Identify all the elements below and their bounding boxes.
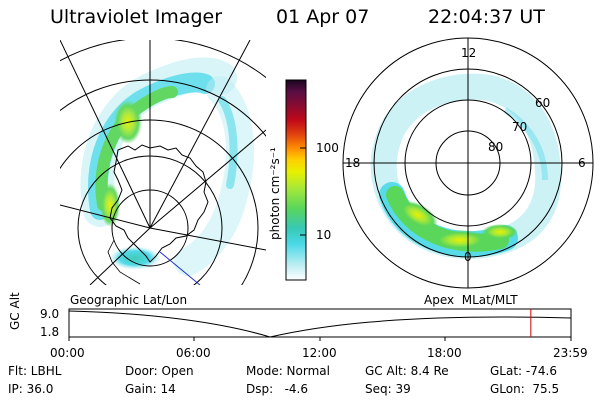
mlat-label-60: 60: [535, 96, 551, 110]
ip-info: IP: 36.0: [8, 382, 54, 396]
mlat-label-80: 80: [488, 140, 504, 154]
timeline-xtick-2: 12:00: [302, 346, 337, 360]
timeline-ytick-high: 9.0: [40, 307, 60, 321]
mlat-label-70: 70: [512, 120, 528, 134]
gain-info: Gain: 14: [125, 382, 176, 396]
colorbar-unit-label: photon cm⁻²s⁻¹: [268, 147, 282, 240]
continent-outline: [109, 144, 209, 263]
filter-info: Flt: LBHL: [8, 364, 62, 378]
glon-info: GLon: 75.5: [490, 382, 560, 396]
colorbar-tick-10: 10: [316, 228, 332, 242]
mlt-label-12: 12: [461, 46, 477, 60]
mlt-label-18: 18: [345, 156, 361, 170]
timeline-xtick-4: 23:59: [553, 346, 588, 360]
dsp-info: Dsp: -4.6: [246, 382, 309, 396]
seq-info: Seq: 39: [365, 382, 411, 396]
apex-caption: Apex MLat/MLT: [424, 293, 518, 307]
colorbar: [285, 79, 307, 281]
timeline-xtick-1: 06:00: [176, 346, 211, 360]
timeline-ytick-low: 1.8: [40, 325, 60, 339]
glat-info: GLat: -74.6: [490, 364, 557, 378]
timeline-xtick-3: 18:00: [427, 346, 462, 360]
door-info: Door: Open: [125, 364, 194, 378]
date-label: 01 Apr 07: [276, 6, 370, 28]
apex-polar-plot: [342, 37, 594, 289]
altitude-curve: [68, 310, 572, 338]
instrument-title: Ultraviolet Imager: [50, 6, 223, 28]
timeline-axis-label: GC Alt: [8, 292, 22, 330]
lon-lines: [60, 40, 266, 285]
gc-alt-info: GC Alt: 8.4 Re: [365, 364, 449, 378]
terminator-line: [159, 251, 201, 285]
aurora-oval-left: [80, 57, 254, 276]
mlt-label-6: 6: [578, 156, 586, 170]
altitude-timeline: [68, 308, 572, 341]
mlt-label-0: 0: [464, 250, 472, 264]
timeline-xtick-0: 00:00: [50, 346, 85, 360]
colorbar-tick-100: 100: [316, 141, 339, 155]
geographic-map: [60, 40, 266, 285]
time-label: 22:04:37 UT: [428, 6, 545, 28]
mode-info: Mode: Normal: [246, 364, 330, 378]
geographic-caption: Geographic Lat/Lon: [70, 293, 188, 307]
